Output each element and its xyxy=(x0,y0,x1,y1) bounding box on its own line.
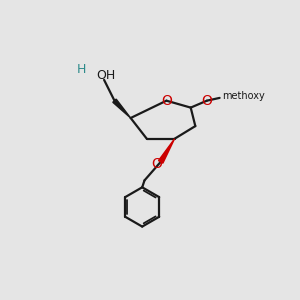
Text: OH: OH xyxy=(96,69,115,82)
Polygon shape xyxy=(113,99,131,118)
Text: H: H xyxy=(76,63,86,76)
Text: O: O xyxy=(161,94,172,108)
Text: O: O xyxy=(151,157,162,170)
Text: O: O xyxy=(201,94,212,108)
Text: methoxy: methoxy xyxy=(222,91,265,101)
Polygon shape xyxy=(158,139,175,163)
